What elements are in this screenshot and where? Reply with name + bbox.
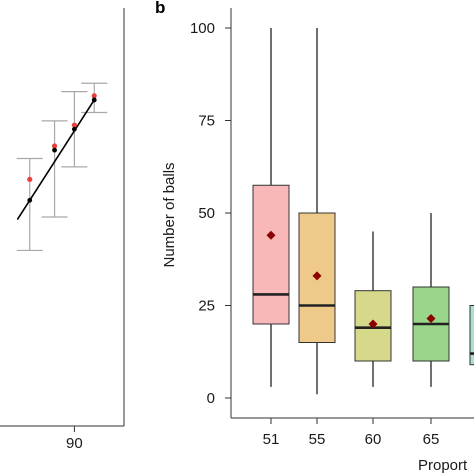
panel-b-x-ticks: 51 55 60 65 <box>263 418 440 448</box>
box-partial <box>469 305 474 366</box>
y-axis-title: Number of balls <box>161 162 178 267</box>
panel-a-observed-point <box>91 97 97 103</box>
panel-b-y-tick-label: 100 <box>190 20 215 37</box>
mean-marker <box>266 230 276 240</box>
x-axis-title: Proport <box>418 457 468 474</box>
panel-a-observed-point <box>72 126 77 132</box>
panel-b-y-ticks: 0 25 50 75 100 <box>190 20 231 407</box>
box-55 <box>298 28 336 395</box>
panel-b-x-tick-label: 51 <box>263 431 280 448</box>
panel-a-predicted-point <box>91 93 97 99</box>
panel-a-observed-point <box>52 147 57 153</box>
box-60 <box>354 231 392 387</box>
panel-a-predicted-point <box>51 143 58 149</box>
panel-b-y-tick-label: 25 <box>198 298 215 315</box>
panel-b-x-tick-label: 65 <box>423 431 440 448</box>
mean-marker <box>312 271 322 281</box>
panel-b-x-tick-label: 55 <box>309 431 326 448</box>
box-iqr <box>252 184 290 325</box>
panel-a-x-tick-label: 90 <box>66 435 83 452</box>
panel-a-points <box>27 93 97 203</box>
panel-a-error-bars <box>16 82 108 252</box>
box-65 <box>412 213 450 387</box>
panel-b-boxes <box>252 28 474 395</box>
panel-a: 90 <box>0 8 125 452</box>
panel-a-x-ticks: 90 <box>66 426 83 452</box>
mean-marker <box>426 313 436 323</box>
mean-marker <box>368 319 378 329</box>
panel-b-y-tick-label: 75 <box>198 113 215 130</box>
panel-b-y-tick-label: 50 <box>198 205 215 222</box>
panel-b-label: b <box>155 0 165 17</box>
panel-b-y-tick-label: 0 <box>207 390 215 407</box>
panel-a-predicted-point <box>27 176 33 182</box>
panel-b-x-tick-label: 60 <box>365 431 382 448</box>
panel-a-predicted-point <box>71 122 77 128</box>
box-iqr <box>469 305 474 366</box>
box-51 <box>252 28 290 387</box>
panel-a-observed-point <box>27 197 33 203</box>
